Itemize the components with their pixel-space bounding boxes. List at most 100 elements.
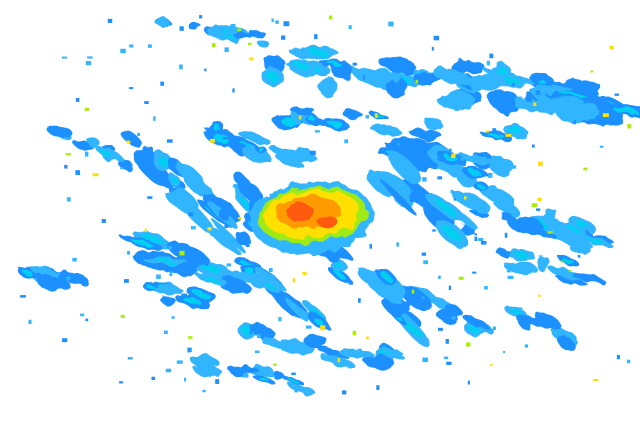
- rain-speckle: [460, 157, 464, 161]
- rain-speckle: [283, 21, 290, 27]
- rain-speckle: [538, 294, 541, 298]
- rain-speckle: [179, 250, 185, 256]
- rain-cell-moderate: [100, 150, 112, 156]
- rain-speckle: [254, 350, 260, 354]
- rain-speckle: [171, 316, 175, 319]
- storm-core: [250, 181, 374, 255]
- rain-speckle: [376, 385, 380, 390]
- rain-speckle: [363, 75, 366, 80]
- rain-speckle: [210, 233, 215, 237]
- rain-cell-moderate: [193, 290, 210, 298]
- rain-cell: [401, 179, 442, 214]
- rain-speckle: [48, 267, 52, 272]
- rain-cell-moderate: [442, 154, 459, 161]
- rain-speckle: [187, 336, 193, 339]
- rain-cell-moderate: [309, 307, 322, 317]
- rain-cell: [176, 162, 206, 189]
- rain-cell: [536, 255, 550, 272]
- rain-speckle: [484, 286, 488, 290]
- rain-speckle: [84, 107, 90, 111]
- rain-speckle: [421, 252, 427, 256]
- rain-speckle: [627, 124, 632, 129]
- rain-speckle: [342, 390, 347, 395]
- rain-cell: [495, 97, 517, 114]
- rain-speckle: [64, 164, 68, 169]
- rain-speckle: [226, 263, 232, 267]
- rain-cell: [319, 76, 337, 98]
- rain-speckle: [453, 198, 456, 201]
- rain-speckle: [472, 271, 477, 274]
- rain-cell: [384, 352, 406, 361]
- rain-speckle: [547, 231, 553, 234]
- rain-cell: [31, 264, 50, 274]
- rain-speckle: [537, 197, 542, 202]
- rain-speckle: [467, 380, 470, 385]
- rain-cell: [46, 125, 73, 139]
- rain-speckle: [531, 203, 538, 208]
- rain-speckle: [422, 177, 427, 182]
- rain-cell-moderate: [327, 61, 342, 66]
- rain-speckle: [137, 132, 141, 136]
- rain-cell-moderate: [562, 258, 574, 263]
- rain-cell-moderate: [183, 297, 201, 305]
- rain-cell-moderate: [312, 316, 325, 327]
- rain-cell: [404, 311, 422, 327]
- rain-cell: [297, 48, 311, 61]
- rain-speckle: [464, 196, 467, 200]
- rain-cell-moderate: [212, 123, 221, 131]
- rain-speckle: [438, 327, 443, 331]
- rain-cell-moderate: [509, 127, 522, 135]
- rain-speckle: [443, 356, 449, 360]
- rain-cell: [236, 130, 272, 145]
- rain-speckle: [169, 271, 173, 277]
- rain-cell-moderate: [265, 281, 277, 291]
- rain-cell: [492, 198, 520, 215]
- rain-cell: [468, 77, 499, 92]
- rain-cell: [233, 32, 255, 40]
- rain-speckle: [516, 307, 523, 311]
- rain-cell-moderate: [281, 118, 296, 126]
- rain-speckle: [275, 20, 279, 24]
- rain-speckle: [271, 274, 275, 280]
- rain-speckle: [532, 144, 535, 148]
- rain-cell-moderate: [23, 269, 32, 276]
- rain-speckle: [320, 325, 326, 331]
- rain-speckle: [72, 257, 77, 262]
- rain-cell: [121, 129, 142, 148]
- rain-cell: [288, 151, 308, 162]
- rain-speckle: [314, 34, 318, 40]
- rain-speckle: [467, 195, 470, 199]
- rain-cell: [193, 365, 222, 377]
- rain-cell: [489, 155, 515, 176]
- rain-speckle: [432, 229, 436, 232]
- rain-cell: [366, 276, 405, 303]
- rain-cell: [517, 316, 534, 330]
- rain-cell: [378, 56, 416, 73]
- rain-speckle: [230, 23, 236, 27]
- rain-speckle: [485, 130, 490, 133]
- rain-speckle: [329, 15, 333, 20]
- rain-speckle: [224, 223, 229, 229]
- rain-speckle: [547, 87, 551, 92]
- rain-cell: [288, 383, 316, 395]
- rain-speckle: [120, 167, 124, 170]
- rain-speckle: [458, 276, 464, 280]
- rain-speckle: [490, 364, 493, 367]
- rain-speckle: [291, 372, 296, 376]
- rain-cell-moderate: [154, 257, 177, 265]
- rain-cell: [369, 124, 402, 136]
- rain-cell: [318, 354, 356, 368]
- rain-cell: [188, 23, 203, 31]
- rain-speckle: [120, 48, 126, 54]
- rain-speckle: [503, 351, 506, 354]
- rain-speckle: [446, 361, 452, 365]
- rain-cell-moderate: [435, 199, 457, 216]
- rain-cell: [387, 150, 422, 186]
- rain-cell: [290, 106, 315, 114]
- rain-speckle: [480, 241, 487, 245]
- rain-cell: [533, 311, 562, 329]
- rain-speckle: [568, 269, 572, 273]
- rain-speckle: [437, 176, 443, 180]
- rain-cell: [29, 272, 53, 281]
- rain-speckle: [294, 389, 298, 393]
